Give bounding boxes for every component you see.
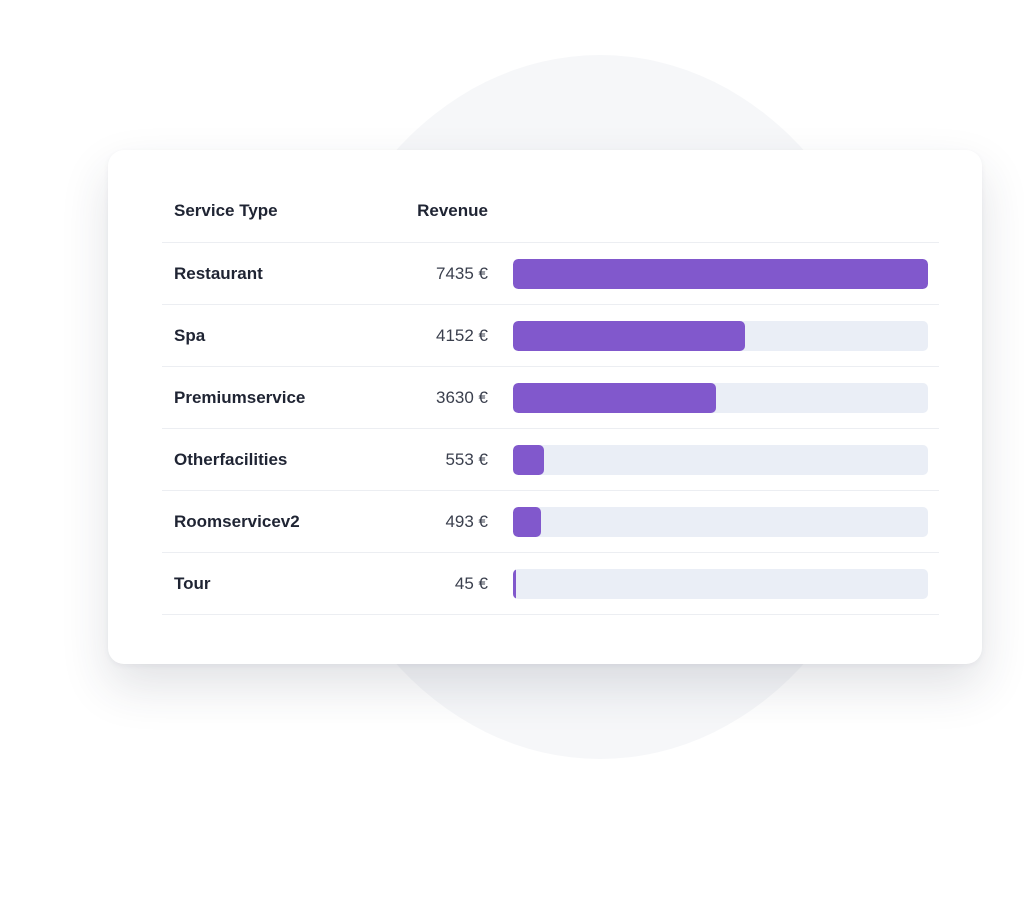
revenue-bar-fill: [513, 321, 745, 351]
revenue-bar-fill: [513, 569, 516, 599]
table-row: Restaurant 7435 €: [162, 243, 939, 305]
table-row: Tour 45 €: [162, 553, 939, 615]
revenue-value: 7435 €: [436, 263, 488, 283]
revenue-bar-track: [513, 321, 928, 351]
service-name: Otherfacilities: [174, 449, 288, 469]
table-row: Premiumservice 3630 €: [162, 367, 939, 429]
revenue-bar-fill: [513, 445, 544, 475]
service-name: Spa: [174, 325, 206, 345]
header-service-type: Service Type: [174, 201, 278, 220]
table-row: Otherfacilities 553 €: [162, 429, 939, 491]
table-header-row: Service Type Revenue: [162, 180, 939, 243]
revenue-bar-track: [513, 383, 928, 413]
header-revenue: Revenue: [417, 201, 488, 220]
service-name: Tour: [174, 573, 211, 593]
revenue-value: 493 €: [445, 511, 488, 531]
revenue-value: 4152 €: [436, 325, 488, 345]
revenue-card: Service Type Revenue Restaurant 7435 € S…: [108, 150, 982, 664]
revenue-bar-track: [513, 259, 928, 289]
revenue-value: 45 €: [454, 573, 488, 593]
revenue-bar-fill: [513, 259, 928, 289]
revenue-bar-fill: [513, 507, 541, 537]
revenue-bar-track: [513, 569, 928, 599]
revenue-value: 553 €: [445, 449, 488, 469]
service-name: Restaurant: [174, 263, 263, 283]
table-row: Roomservicev2 493 €: [162, 491, 939, 553]
revenue-value: 3630 €: [436, 387, 488, 407]
revenue-bar-track: [513, 507, 928, 537]
revenue-table: Service Type Revenue Restaurant 7435 € S…: [162, 180, 939, 615]
revenue-bar-fill: [513, 383, 716, 413]
table-row: Spa 4152 €: [162, 305, 939, 367]
service-name: Premiumservice: [174, 387, 306, 407]
service-name: Roomservicev2: [174, 511, 300, 531]
revenue-bar-track: [513, 445, 928, 475]
